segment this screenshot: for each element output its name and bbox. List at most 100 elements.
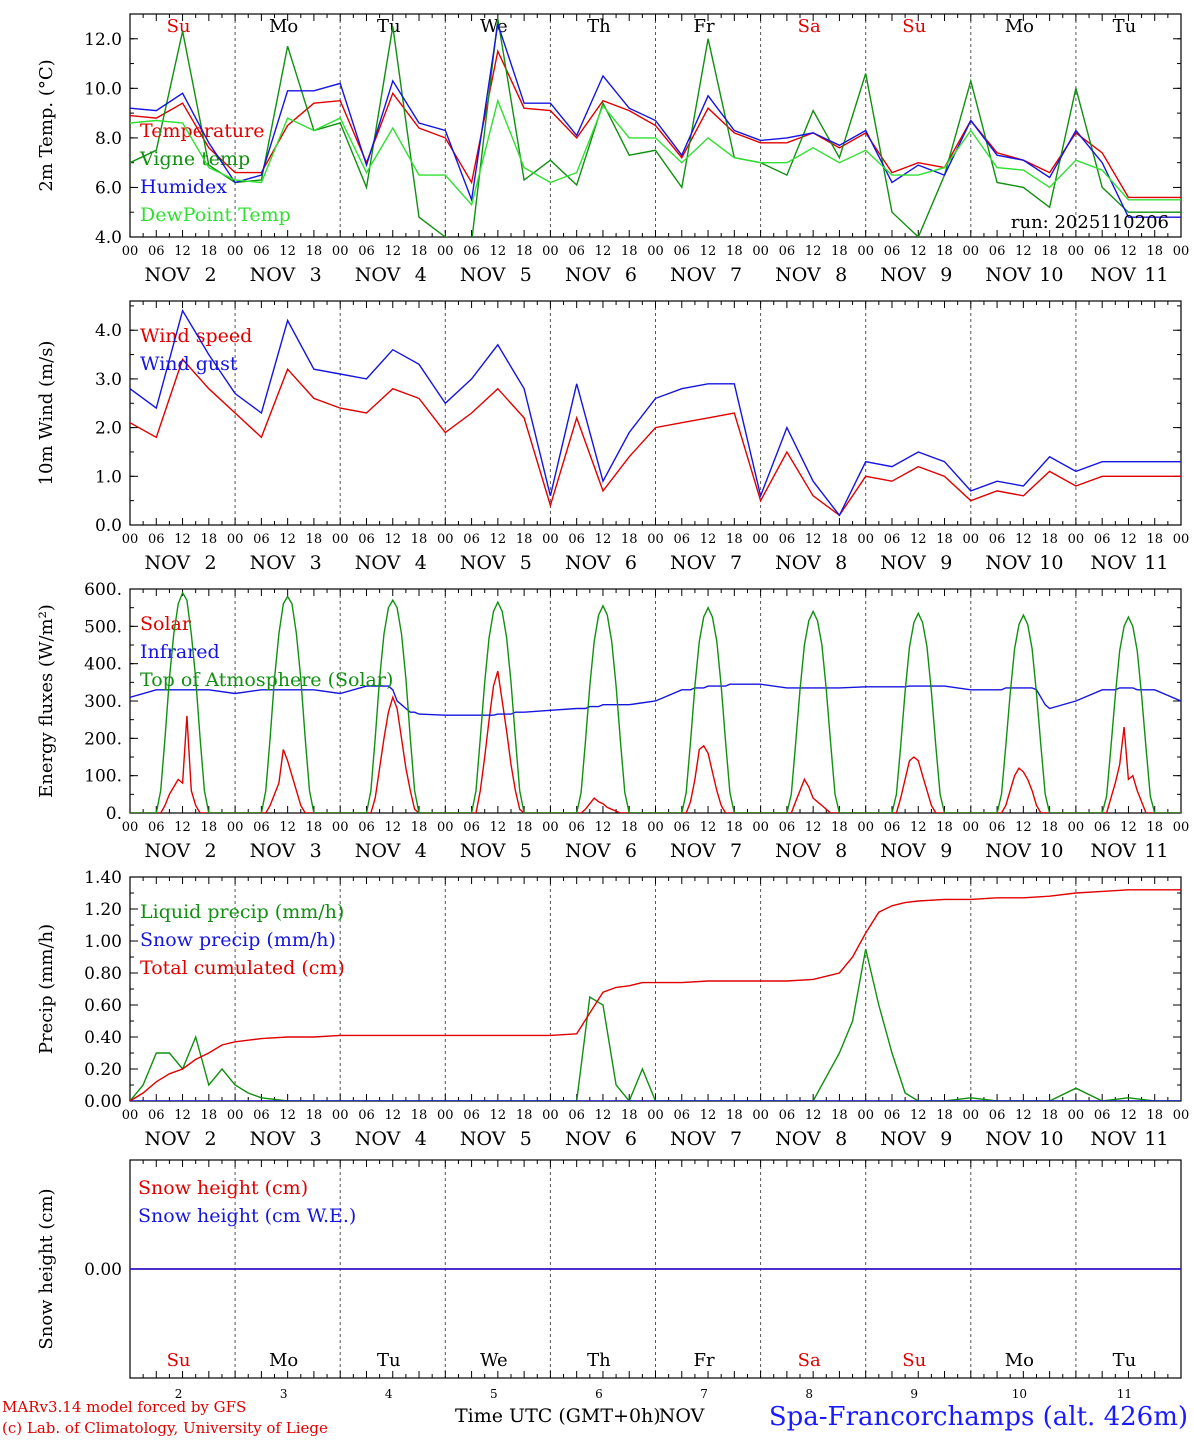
legend-humidex: Humidex <box>140 176 227 198</box>
x-hour-label: 00 <box>647 820 664 835</box>
y-tick-label: 0. <box>106 804 122 824</box>
x-hour-label: 06 <box>463 1108 480 1123</box>
y-tick-label: 0.60 <box>84 996 122 1016</box>
x-date-label: 8 <box>835 1128 847 1150</box>
x-hour-label: 00 <box>437 244 454 259</box>
x-hour-label: 00 <box>1173 532 1190 547</box>
y-tick-label: 600. <box>84 580 122 600</box>
x-month-label: NOV <box>880 1128 926 1150</box>
x-date-label: 11 <box>1144 552 1168 574</box>
x-hour-label: 12 <box>384 532 401 547</box>
weekday-label: Mo <box>269 16 298 37</box>
x-hour-label: 18 <box>306 1108 323 1123</box>
x-hour-label: 18 <box>306 244 323 259</box>
x-hour-label: 00 <box>1068 1108 1085 1123</box>
x-hour-label: 00 <box>963 244 980 259</box>
x-hour-label: 00 <box>437 532 454 547</box>
x-month-label: NOV <box>880 840 926 862</box>
x-hour-label: 00 <box>542 532 559 547</box>
x-hour-label: 06 <box>884 820 901 835</box>
x-month-label: NOV <box>1090 264 1136 286</box>
weekday-label: Tu <box>1113 1350 1137 1371</box>
x-hour-label: 06 <box>253 820 270 835</box>
x-date-label: 9 <box>940 1128 952 1150</box>
x-month-label: NOV <box>250 1128 296 1150</box>
x-hour-label: 06 <box>148 532 165 547</box>
x-hour-label: 12 <box>490 1108 507 1123</box>
x-hour-label: 06 <box>358 820 375 835</box>
x-hour-label: 12 <box>490 244 507 259</box>
series-top-of-atmosphere-solar <box>130 591 1181 813</box>
x-month-label: NOV <box>250 264 296 286</box>
x-hour-label: 06 <box>1094 820 1111 835</box>
x-month-label: NOV <box>985 840 1031 862</box>
x-hour-label: 00 <box>227 1108 244 1123</box>
x-hour-label: 18 <box>201 1108 218 1123</box>
x-month-label: NOV <box>775 264 821 286</box>
x-date-label: 7 <box>730 1128 742 1150</box>
y-tick-label: 1.40 <box>84 868 122 888</box>
x-hour-label: 00 <box>1173 1108 1190 1123</box>
series-infrared <box>130 683 1181 716</box>
x-hour-label: 06 <box>989 820 1006 835</box>
x-hour-label: 18 <box>516 1108 533 1123</box>
x-hour-label: 00 <box>857 244 874 259</box>
x-hour-label: 12 <box>910 532 927 547</box>
x-hour-label: 18 <box>726 532 743 547</box>
x-hour-label: 00 <box>963 532 980 547</box>
x-hour-label: 06 <box>358 244 375 259</box>
x-hour-label: 12 <box>384 820 401 835</box>
x-date-label: 11 <box>1144 840 1168 862</box>
x-month-label: NOV <box>565 1128 611 1150</box>
x-axis-month: NOV <box>658 1405 705 1427</box>
x-month-label: NOV <box>880 552 926 574</box>
x-date-label: 3 <box>310 264 322 286</box>
legend-wind-gust: Wind gust <box>140 353 238 375</box>
x-hour-label: 00 <box>542 244 559 259</box>
x-hour-label: 12 <box>595 1108 612 1123</box>
x-hour-label: 06 <box>674 1108 691 1123</box>
x-date-label: 3 <box>310 552 322 574</box>
x-month-label: NOV <box>145 840 191 862</box>
x-hour-label: 00 <box>857 1108 874 1123</box>
x-hour-label: 18 <box>1041 820 1058 835</box>
x-date-label: 4 <box>415 840 427 862</box>
x-hour-label: 00 <box>332 820 349 835</box>
x-hour-label: 18 <box>621 244 638 259</box>
x-hour-label: 18 <box>831 532 848 547</box>
x-hour-label: 12 <box>174 244 191 259</box>
x-hour-label: 00 <box>227 532 244 547</box>
series-solar <box>130 670 1181 813</box>
lab-credit: (c) Lab. of Climatology, University of L… <box>2 1419 328 1437</box>
y-tick-label: 0.20 <box>84 1060 122 1080</box>
x-date-label: 8 <box>835 552 847 574</box>
x-hour-label: 00 <box>647 532 664 547</box>
x-date-label: 2 <box>205 264 217 286</box>
x-month-label: NOV <box>1090 552 1136 574</box>
x-hour-label: 00 <box>332 532 349 547</box>
x-date-label: 4 <box>415 1128 427 1150</box>
legend-vigne-temp: Vigne temp <box>139 148 250 170</box>
x-hour-label: 00 <box>752 820 769 835</box>
x-hour-label: 12 <box>805 532 822 547</box>
weekday-label: Su <box>902 1350 926 1371</box>
x-hour-label: 00 <box>332 1108 349 1123</box>
x-hour-label: 00 <box>122 820 139 835</box>
x-hour-label: 12 <box>279 532 296 547</box>
x-hour-label: 00 <box>857 532 874 547</box>
x-hour-label: 06 <box>253 532 270 547</box>
x-date-label: 11 <box>1144 264 1168 286</box>
x-date-label: 6 <box>595 1387 603 1401</box>
x-hour-label: 00 <box>752 532 769 547</box>
x-month-label: NOV <box>565 840 611 862</box>
x-date-label: 8 <box>835 840 847 862</box>
y-tick-label: 4.0 <box>95 321 122 341</box>
x-hour-label: 18 <box>726 1108 743 1123</box>
x-hour-label: 12 <box>1120 532 1137 547</box>
x-hour-label: 00 <box>1068 244 1085 259</box>
station-name: Spa-Francorchamps (alt. 426m) <box>768 1402 1188 1432</box>
x-hour-label: 00 <box>437 1108 454 1123</box>
x-hour-label: 06 <box>148 244 165 259</box>
legend-dewpoint-temp: DewPoint Temp <box>140 204 291 226</box>
x-hour-label: 12 <box>700 1108 717 1123</box>
